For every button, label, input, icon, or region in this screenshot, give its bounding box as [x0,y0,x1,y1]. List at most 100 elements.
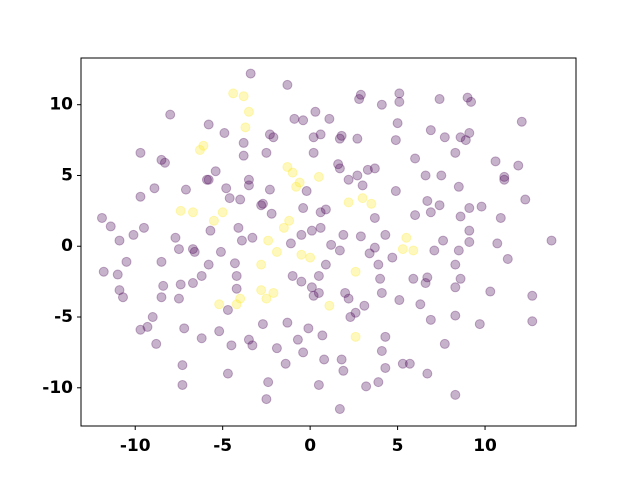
scatter-point [394,295,405,306]
scatter-point [490,156,501,167]
x-tick-label: 10 [473,436,497,456]
scatter-point [292,334,303,345]
scatter-point [243,180,254,191]
scatter-point [359,300,370,311]
scatter-point [263,235,274,246]
scatter-point [474,319,485,330]
scatter-point [294,177,305,188]
scatter-point [320,259,331,270]
scatter-point [450,310,461,321]
scatter-point [338,229,349,240]
scatter-point [350,307,361,318]
scatter-point [135,191,146,202]
scatter-point [296,276,307,287]
scatter-point [282,317,293,328]
scatter-point [513,160,524,171]
scatter-point [408,245,419,256]
scatter-point [210,166,221,177]
scatter-point [450,282,461,293]
scatter-point [243,106,254,117]
scatter-point [401,232,412,243]
y-tick-label: 0 [61,236,73,256]
scatter-point [326,239,337,250]
scatter-point [256,285,267,296]
scatter-point [298,115,309,126]
scatter-point [373,377,384,388]
scatter-point [315,207,326,218]
scatter-point [324,300,335,311]
scatter-point [324,113,335,124]
scatter-point [317,330,328,341]
scatter-point [236,235,247,246]
scatter-point [177,379,188,390]
scatter-point [296,229,307,240]
scatter-point [196,270,207,281]
scatter-point [352,133,363,144]
scatter-point [420,278,431,289]
scatter-point [170,232,181,243]
scatter-point [369,163,380,174]
scatter-point [98,266,109,277]
scatter-point [464,128,475,139]
scatter-point [343,197,354,208]
scatter-point [222,368,233,379]
scatter-point [301,186,312,197]
scatter-point [261,147,272,158]
scatter-point [173,244,184,255]
scatter-point [420,170,431,181]
scatter-point [460,135,471,146]
scatter-point [361,381,372,392]
scatter-point [219,128,230,139]
scatter-point [257,319,268,330]
scatter-point [334,133,345,144]
scatter-point [439,132,450,143]
scatter-point [298,347,309,358]
scatter-point [355,89,366,100]
scatter-point [189,246,200,257]
scatter-point [350,266,361,277]
scatter-point [271,343,282,354]
scatter-point [425,314,436,325]
scatter-point [235,194,246,205]
scatter-point [392,118,403,129]
scatter-point [453,245,464,256]
scatter-point [114,235,125,246]
scatter-point [499,171,510,182]
scatter-point [235,293,246,304]
scatter-point [264,129,275,140]
scatter-point [527,290,538,301]
scatter-point [271,246,282,257]
scatter-point [287,270,298,281]
scatter-point [404,358,415,369]
scatter-point [546,235,557,246]
scatter-point [222,304,233,315]
scatter-point [229,258,240,269]
scatter-point [215,246,226,257]
scatter-point [238,150,249,161]
scatter-point [245,68,256,79]
scatter-point [135,147,146,158]
scatter-point [313,171,324,182]
scatter-point [282,79,293,90]
scatter-point [308,290,319,301]
scatter-point [485,286,496,297]
scatter-point [422,368,433,379]
scatter-point [305,252,316,263]
scatter-point [527,316,538,327]
scatter-point [147,312,158,323]
x-tick-label: -5 [213,436,232,456]
scatter-point [156,154,167,165]
scatter-point [165,109,176,120]
scatter-point [354,94,365,105]
scatter-point [439,338,450,349]
scatter-point [357,180,368,191]
scatter-point [149,183,160,194]
scatter-point [226,340,237,351]
scatter-point [217,207,228,218]
scatter-point [257,198,268,209]
scatter-point [390,135,401,146]
scatter-point [156,292,167,303]
scatter-point [187,278,198,289]
scatter-point [224,193,235,204]
scatter-point [240,122,251,133]
